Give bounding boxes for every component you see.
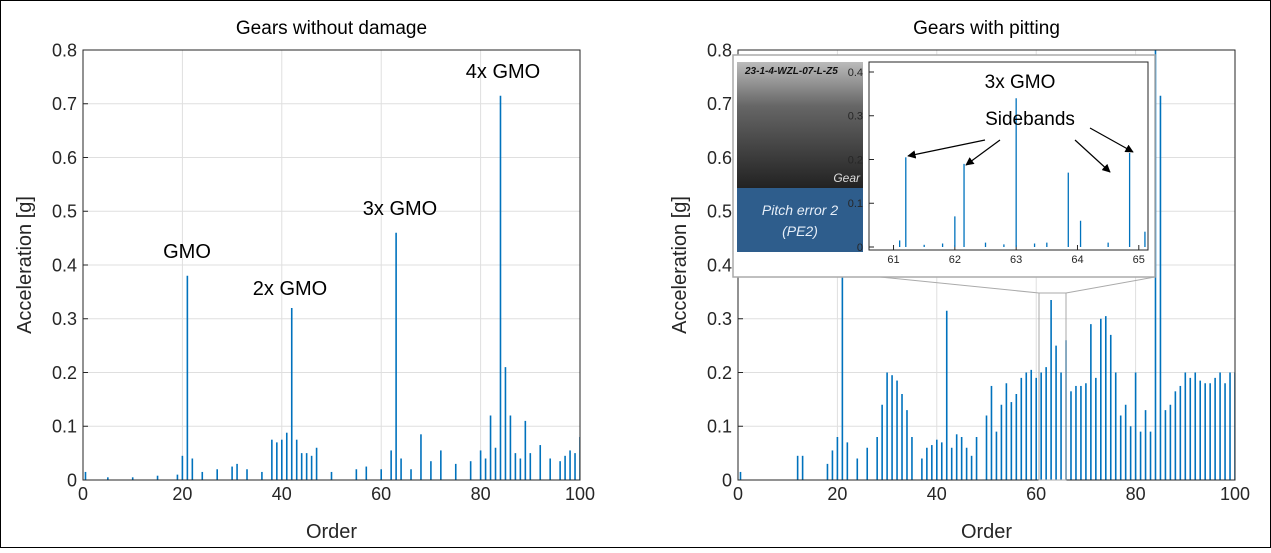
y-axis-label: Acceleration [g] (14, 196, 36, 334)
x-tick-label: 100 (565, 484, 595, 504)
y-tick-label: 0.2 (52, 363, 77, 383)
y-tick-label: 0.3 (848, 111, 863, 123)
photo-part: Gear (833, 171, 861, 185)
arrow (907, 139, 986, 159)
arrow (1089, 127, 1134, 153)
photo-caption: 23-1-4-WZL-07-L-Z5 (744, 66, 838, 77)
x-tick-label: 63 (1010, 254, 1022, 266)
x-tick-label: 0 (733, 484, 743, 504)
x-tick-label: 65 (1133, 254, 1145, 266)
y-tick-label: 0.4 (848, 67, 863, 79)
arrow (965, 139, 1001, 166)
y-tick-label: 0.4 (52, 255, 77, 275)
y-tick-label: 0.8 (707, 40, 732, 60)
x-tick-label: 60 (371, 484, 391, 504)
y-tick-label: 0.8 (52, 40, 77, 60)
x-tick-label: 60 (1026, 484, 1046, 504)
zoom-connector (879, 276, 1040, 294)
y-tick-label: 0.6 (52, 148, 77, 168)
chart-title: Gears without damage (236, 18, 427, 39)
arrow (1074, 139, 1111, 173)
chart-title: Gears with pitting (913, 18, 1060, 39)
x-tick-label: 61 (887, 254, 899, 266)
y-tick-label: 0.5 (707, 202, 732, 222)
y-tick-label: 0.3 (707, 309, 732, 329)
y-tick-label: 0 (722, 470, 732, 490)
x-tick-label: 40 (272, 484, 292, 504)
zoom-region (1038, 292, 1067, 481)
x-axis-label: Order (961, 521, 1012, 543)
annotation: Sidebands (985, 109, 1075, 130)
annotation: 3x GMO (363, 198, 437, 220)
y-tick-label: 0.1 (707, 417, 732, 437)
x-tick-label: 0 (78, 484, 88, 504)
y-tick-label: 0.3 (52, 309, 77, 329)
annotation: 2x GMO (253, 278, 327, 300)
y-tick-label: 0.1 (848, 198, 863, 210)
y-tick-label: 0.7 (52, 94, 77, 114)
series (899, 98, 1146, 247)
x-axis-label: Order (306, 521, 357, 543)
y-tick-label: 0.6 (707, 148, 732, 168)
x-tick-label: 80 (471, 484, 491, 504)
annotation: GMO (163, 241, 211, 263)
x-tick-label: 100 (1220, 484, 1250, 504)
y-tick-label: 0.1 (52, 417, 77, 437)
x-tick-label: 40 (927, 484, 947, 504)
x-tick-label: 62 (949, 254, 961, 266)
y-tick-label: 0.4 (707, 255, 732, 275)
x-tick-label: 20 (827, 484, 847, 504)
x-tick-label: 64 (1071, 254, 1083, 266)
zoom-connector (1065, 276, 1156, 294)
photo-label-box (737, 188, 863, 252)
axes-frame (82, 49, 581, 481)
y-axis-label: Acceleration [g] (669, 196, 691, 334)
x-tick-label: 20 (172, 484, 192, 504)
y-tick-label: 0.5 (52, 202, 77, 222)
y-tick-label: 0 (67, 470, 77, 490)
photo-label: Pitch error 2 (762, 202, 838, 218)
x-tick-label: 80 (1126, 484, 1146, 504)
y-tick-label: 0 (857, 242, 863, 254)
y-tick-label: 0.7 (707, 94, 732, 114)
y-tick-label: 0.2 (707, 363, 732, 383)
axes-frame (868, 61, 1149, 251)
annotation: 3x GMO (985, 72, 1056, 93)
photo (737, 62, 863, 188)
photo-label: (PE2) (782, 223, 818, 239)
annotation: 4x GMO (466, 61, 540, 83)
y-tick-label: 0.2 (848, 154, 863, 166)
series (84, 95, 580, 480)
